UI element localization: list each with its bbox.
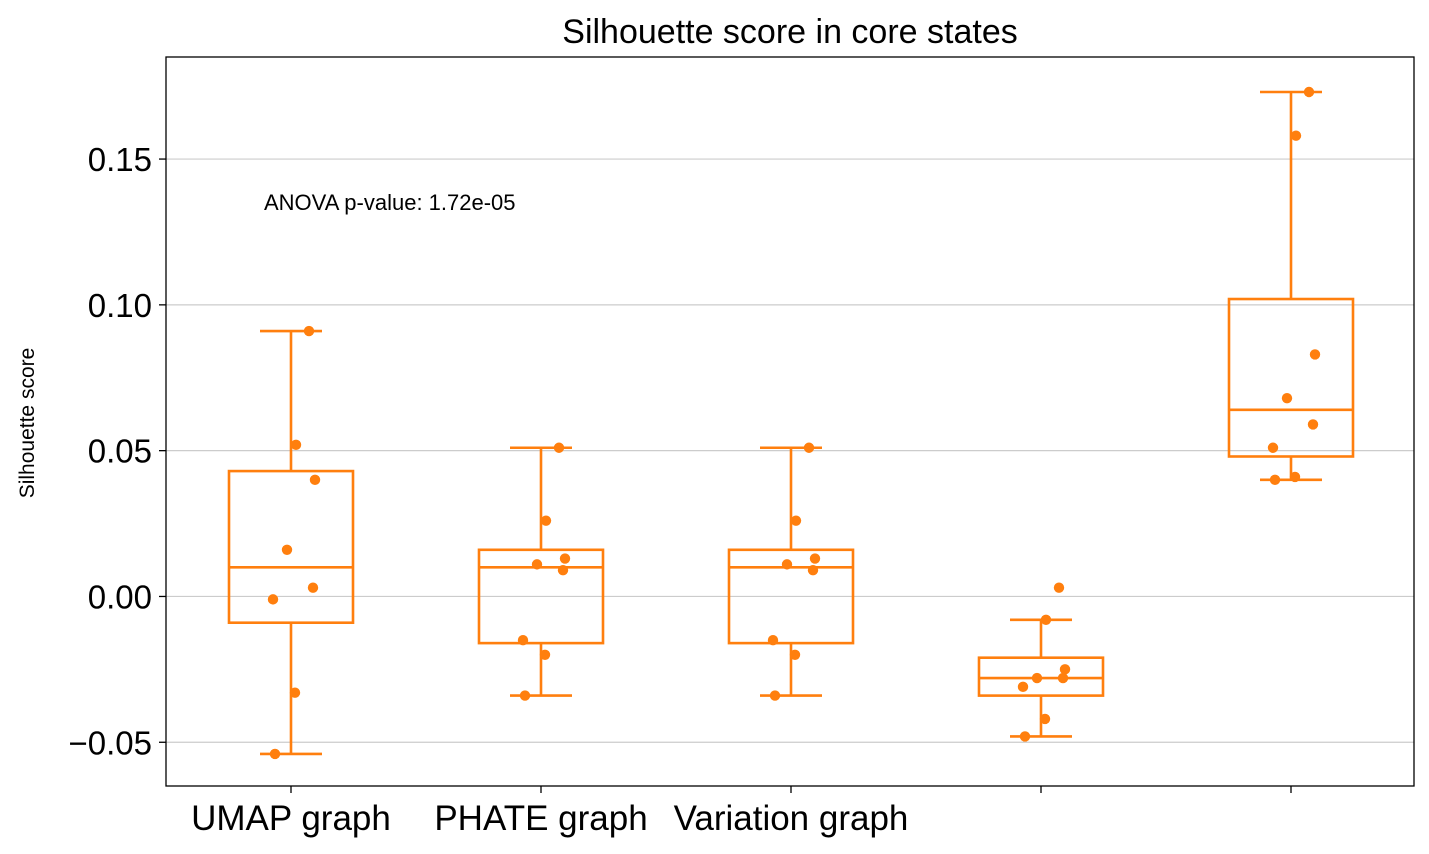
- data-point: [540, 515, 552, 526]
- y-axis-label: Silhouette score: [16, 348, 39, 499]
- box-group: [1227, 90, 1355, 482]
- data-point: [307, 582, 319, 593]
- data-point: [289, 687, 301, 698]
- chart-title: Silhouette score in core states: [562, 13, 1017, 51]
- data-point: [1039, 713, 1051, 725]
- data-point: [519, 690, 531, 701]
- y-tick-label: 0.05: [88, 433, 152, 470]
- plot-frame: [165, 56, 1415, 787]
- box-group: [227, 329, 355, 756]
- anova-annotation: ANOVA p-value: 1.72e-05: [264, 190, 516, 215]
- data-point: [781, 559, 793, 570]
- box-group: [727, 446, 855, 697]
- y-tick-label: −0.05: [69, 724, 153, 761]
- data-point: [531, 559, 543, 570]
- data-point: [1290, 130, 1302, 141]
- data-point: [557, 565, 569, 576]
- data-point: [1303, 86, 1315, 98]
- data-point: [1309, 349, 1321, 360]
- data-point: [1053, 582, 1065, 593]
- data-point: [290, 439, 302, 451]
- data-point: [1267, 442, 1279, 453]
- x-tick-label: PHATE graph: [434, 799, 647, 838]
- data-point: [267, 594, 279, 605]
- data-point: [789, 649, 801, 660]
- iqr-box: [227, 469, 355, 625]
- data-point: [539, 649, 551, 660]
- data-point: [303, 325, 315, 337]
- y-tick-label: 0.00: [88, 578, 152, 615]
- data-points: [267, 86, 1321, 760]
- x-tick-label: UMAP graph: [191, 799, 391, 838]
- data-point: [309, 474, 321, 486]
- data-point: [1040, 614, 1052, 625]
- data-point: [517, 635, 529, 646]
- iqr-box: [477, 548, 605, 645]
- x-axis: UMAP graph PHATE graph Variation graph: [191, 786, 1292, 838]
- data-point: [790, 515, 802, 526]
- data-point: [1019, 731, 1031, 742]
- data-point: [1269, 474, 1281, 486]
- y-tick-label: 0.15: [88, 141, 152, 178]
- data-point: [553, 442, 565, 453]
- data-point: [1057, 672, 1069, 684]
- data-point: [767, 635, 779, 646]
- data-point: [1031, 672, 1043, 684]
- iqr-box: [1227, 297, 1355, 458]
- data-point: [559, 553, 571, 564]
- iqr-box: [977, 656, 1105, 697]
- data-point: [1017, 681, 1029, 693]
- data-point: [1289, 471, 1301, 483]
- data-point: [803, 442, 815, 453]
- data-point: [769, 690, 781, 701]
- y-tick-label: 0.10: [88, 287, 152, 324]
- data-point: [809, 553, 821, 564]
- y-axis: −0.05 0.00 0.05 0.10 0.15: [69, 141, 166, 761]
- x-tick-label: Variation graph: [674, 799, 909, 838]
- data-point: [281, 544, 293, 556]
- data-point: [1307, 419, 1319, 430]
- box-group: [477, 446, 605, 697]
- data-point: [807, 565, 819, 576]
- data-point: [1281, 392, 1293, 404]
- data-point: [1059, 664, 1071, 675]
- iqr-box: [727, 548, 855, 645]
- data-point: [269, 748, 281, 760]
